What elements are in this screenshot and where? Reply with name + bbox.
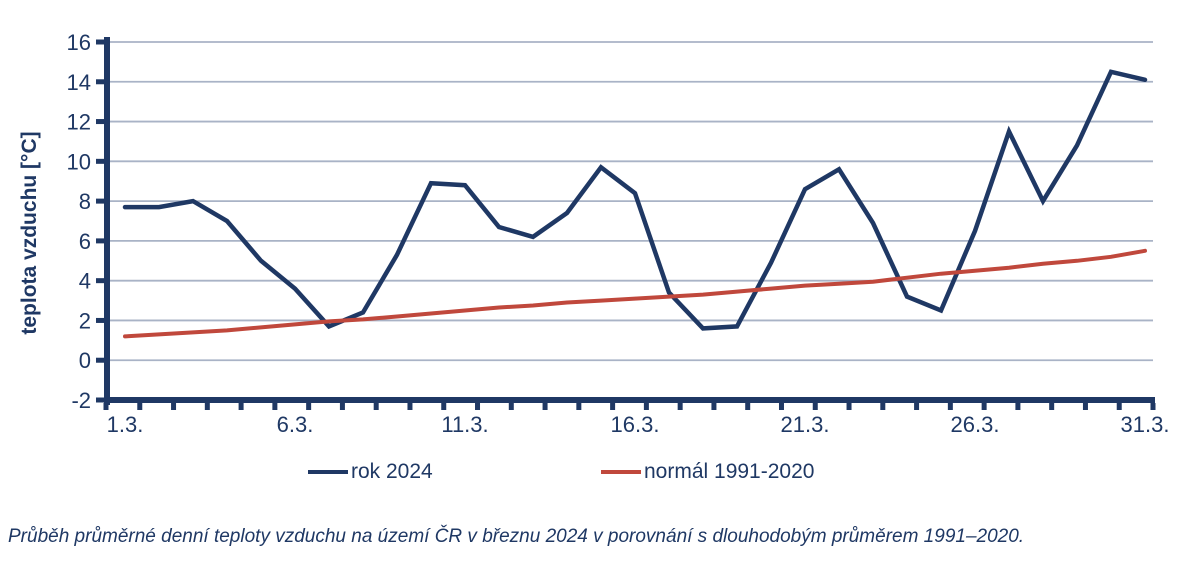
- x-tick-label: 31.3.: [1121, 412, 1170, 437]
- x-axis-tick: [981, 403, 987, 410]
- x-axis-tick: [778, 403, 784, 410]
- x-axis-tick: [339, 403, 345, 410]
- x-axis-tick: [576, 403, 582, 410]
- y-axis-tick: [96, 158, 104, 164]
- y-axis-tick: [96, 238, 104, 244]
- y-axis-tick: [96, 357, 104, 363]
- y-axis-line: [104, 37, 110, 405]
- y-tick-label: 12: [67, 110, 91, 135]
- y-tick-label: 10: [67, 149, 91, 174]
- y-tick-label: 2: [79, 308, 91, 333]
- x-axis-tick: [812, 403, 818, 410]
- x-axis-tick: [643, 403, 649, 410]
- y-axis-title: teplota vzduchu [°C]: [18, 131, 41, 335]
- y-axis-tick: [96, 397, 104, 403]
- legend-line-swatch-red: [601, 470, 641, 474]
- x-axis-tick: [610, 403, 616, 410]
- legend-item-normal-1991-2020: normál 1991-2020: [601, 459, 814, 485]
- x-axis-tick: [441, 403, 447, 410]
- y-tick-label: 16: [67, 30, 91, 55]
- chart-legend: rok 2024 normál 1991-2020: [0, 459, 1191, 485]
- x-tick-label: 21.3.: [781, 412, 830, 437]
- x-axis-tick: [745, 403, 751, 410]
- x-tick-label: 11.3.: [441, 412, 488, 437]
- y-axis-tick: [96, 317, 104, 323]
- x-axis-tick: [1082, 403, 1088, 410]
- y-tick-label: 14: [67, 70, 91, 95]
- x-axis-tick: [171, 403, 177, 410]
- x-axis-tick: [1015, 403, 1021, 410]
- x-axis-tick: [542, 403, 548, 410]
- legend-label: normál 1991-2020: [644, 460, 815, 483]
- y-axis-tick: [96, 119, 104, 125]
- y-axis-tick: [96, 79, 104, 85]
- y-tick-label: 4: [79, 269, 91, 294]
- y-axis-tick: [96, 39, 104, 45]
- y-tick-label: -2: [71, 388, 91, 413]
- y-tick-label: 0: [79, 348, 91, 373]
- y-tick-label: 6: [79, 229, 91, 254]
- legend-line-swatch-blue: [308, 470, 348, 474]
- figure-caption: Průběh průměrné denní teploty vzduchu na…: [8, 526, 1025, 547]
- x-tick-label: 26.3.: [951, 412, 1000, 437]
- y-axis-tick: [96, 198, 104, 204]
- x-tick-label: 1.3.: [107, 412, 144, 437]
- x-axis-tick: [1116, 403, 1122, 410]
- legend-label: rok 2024: [351, 460, 433, 483]
- line-chart: -2 0 2 4 6 8 10 12 14 16 1.3. 6.3. 11.3. 16.3. 21.3. 26…: [67, 30, 1170, 437]
- x-axis-tick: [475, 403, 481, 410]
- x-axis-tick: [880, 403, 886, 410]
- x-axis-tick: [1150, 403, 1156, 410]
- series-line-normál-1991-2020: [123, 248, 1147, 339]
- legend-item-rok-2024: rok 2024: [308, 459, 433, 485]
- x-axis-tick: [508, 403, 514, 410]
- x-axis-tick: [846, 403, 852, 410]
- x-axis-tick: [306, 403, 312, 410]
- x-axis-tick: [373, 403, 379, 410]
- x-axis-tick: [677, 403, 683, 410]
- x-axis-tick: [1049, 403, 1055, 410]
- x-axis-tick: [103, 403, 109, 410]
- series-line-rok-2024: [122, 69, 1148, 331]
- y-axis-tick: [96, 278, 104, 284]
- x-axis-tick: [914, 403, 920, 410]
- x-axis-tick: [204, 403, 210, 410]
- x-axis-tick: [238, 403, 244, 410]
- y-tick-label: 8: [79, 189, 91, 214]
- x-tick-label: 6.3.: [277, 412, 314, 437]
- x-axis-tick: [711, 403, 717, 410]
- x-tick-label: 16.3.: [611, 412, 660, 437]
- x-axis-tick: [947, 403, 953, 410]
- x-axis-tick: [407, 403, 413, 410]
- x-axis-line: [104, 397, 1155, 403]
- x-axis-tick: [137, 403, 143, 410]
- x-axis-tick: [272, 403, 278, 410]
